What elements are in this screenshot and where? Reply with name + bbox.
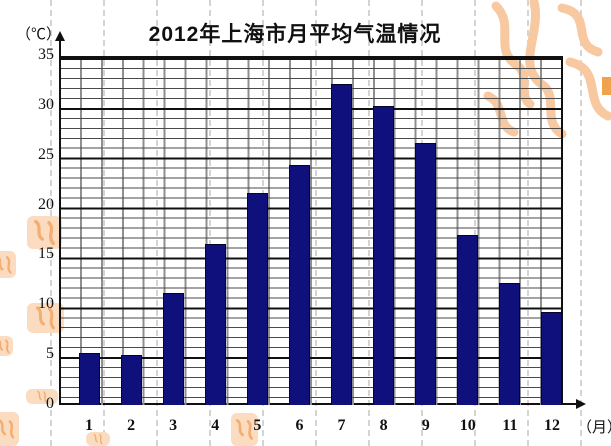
bar-month-4: [204, 244, 226, 405]
chart-title: 2012年上海市月平均气温情况: [148, 23, 442, 46]
x-tick-label-7: 7: [337, 417, 346, 434]
bar-month-7: [331, 83, 353, 405]
x-tick-label-5: 5: [253, 417, 262, 434]
seal-stamp-icon: [0, 336, 13, 356]
x-tick-label-8: 8: [379, 417, 388, 434]
bar-month-5: [246, 192, 268, 405]
x-axis-unit-label: （月）: [577, 420, 611, 436]
bar-month-3: [162, 293, 184, 405]
x-tick-label-6: 6: [295, 417, 304, 434]
y-axis-arrow-icon: [55, 31, 65, 41]
seal-stamp-icon: [0, 251, 16, 278]
seal-stamp-icon: [231, 413, 258, 446]
seal-stamp-icon: [27, 303, 64, 333]
bar-month-12: [541, 312, 563, 405]
x-tick-label-3: 3: [169, 417, 178, 434]
y-tick-label-35: 35: [38, 46, 54, 63]
guide-line: [580, 0, 582, 446]
bar-month-8: [373, 105, 395, 405]
seal-stamp-icon: [26, 389, 58, 404]
x-tick-label-4: 4: [211, 417, 220, 434]
y-tick-label-15: 15: [38, 245, 54, 263]
x-tick-label-11: 11: [502, 417, 518, 434]
y-axis-unit-label: （℃）: [16, 27, 62, 43]
plot-grid: [61, 56, 563, 405]
bar-month-2: [120, 355, 142, 405]
x-axis-arrow-icon: [576, 399, 586, 409]
bar-month-6: [288, 164, 310, 405]
x-tick-label-9: 9: [421, 417, 430, 434]
x-tick-label-1: 1: [85, 417, 93, 434]
y-tick-label-0: 0: [46, 395, 54, 412]
seal-stamp-icon: [0, 412, 19, 446]
y-tick-label-5: 5: [46, 345, 54, 363]
bar-month-11: [499, 283, 521, 405]
seal-stamp-icon: [86, 432, 110, 446]
y-tick-label-25: 25: [38, 145, 54, 163]
y-tick-label-10: 10: [38, 295, 54, 313]
bar-month-10: [457, 234, 479, 405]
y-tick-label-30: 30: [38, 95, 54, 113]
bar-month-1: [78, 353, 100, 405]
seal-stamp-icon: [27, 216, 62, 249]
x-tick-label-12: 12: [543, 417, 560, 434]
bar-month-9: [415, 142, 437, 405]
y-axis-line: [59, 40, 61, 405]
y-tick-label-20: 20: [38, 195, 54, 213]
x-tick-label-10: 10: [459, 417, 476, 434]
x-tick-label-2: 2: [127, 417, 136, 434]
